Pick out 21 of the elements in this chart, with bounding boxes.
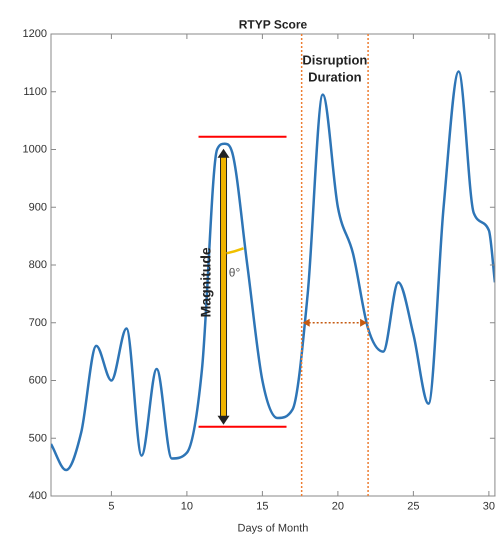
x-tick-label: 20 [332,500,344,513]
annotation: Magnitude [197,247,214,318]
y-tick-label: 1000 [22,144,47,156]
y-tick-label: 600 [28,374,47,387]
y-tick-label: 1100 [23,86,47,98]
x-tick-label: 10 [180,500,194,513]
chart-title: RTYP Score [238,17,308,32]
line-series [51,70,495,472]
x-axis-title: Days of Month [238,522,308,534]
annotation: θ° [228,266,240,280]
y-tick-label: 1200 [22,28,47,40]
y-tick-label: 400 [28,490,47,502]
y-tick-label: 700 [28,316,47,329]
annotation: Disruption Duration [302,52,368,85]
x-tick-label: 15 [256,500,269,513]
x-tick-label: 30 [482,500,496,513]
x-tick-label: 5 [108,500,114,513]
y-tick-label: 900 [28,201,47,214]
x-tick-label: 25 [407,500,420,513]
y-tick-label: 800 [28,259,47,272]
y-tick-label: 500 [28,432,47,444]
